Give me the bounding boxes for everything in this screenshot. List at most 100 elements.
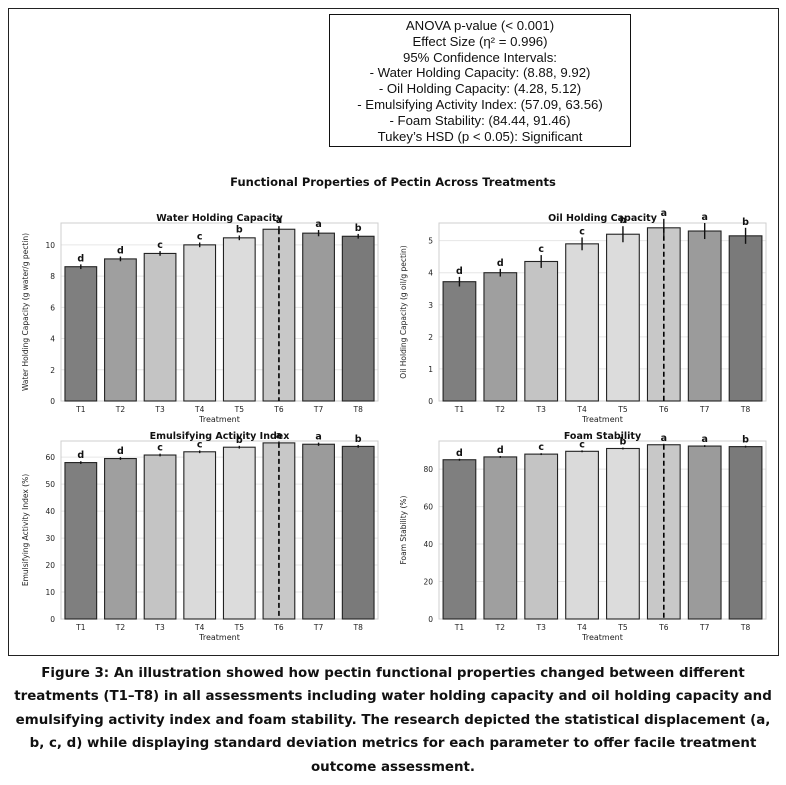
y-tick-label: 20 — [45, 561, 55, 570]
significance-letter: c — [579, 439, 585, 450]
x-tick-label: T7 — [313, 623, 324, 632]
y-tick-label: 0 — [428, 615, 433, 624]
significance-letter: b — [620, 215, 627, 226]
x-tick-label: T6 — [658, 623, 669, 632]
y-tick-label: 8 — [50, 272, 55, 281]
y-tick-label: 50 — [45, 480, 55, 489]
x-tick-label: T6 — [273, 405, 284, 414]
y-tick-label: 3 — [428, 301, 433, 310]
y-tick-label: 6 — [50, 303, 55, 312]
bar — [183, 244, 217, 402]
x-tick-label: T3 — [536, 623, 547, 632]
stats-line: - Water Holding Capacity: (8.88, 9.92) — [369, 65, 591, 81]
bar — [222, 446, 256, 620]
significance-letter: b — [355, 223, 362, 234]
x-tick-label: T7 — [699, 405, 710, 414]
bar — [483, 272, 518, 402]
bar — [302, 232, 335, 402]
y-tick-label: 30 — [45, 534, 55, 543]
panel-title: Oil Holding Capacity — [548, 213, 658, 224]
bar — [524, 260, 559, 402]
x-tick-label: T3 — [154, 405, 165, 414]
significance-letter: c — [157, 240, 163, 251]
significance-letter: b — [620, 437, 627, 448]
bar — [687, 445, 722, 620]
significance-letter: a — [276, 215, 282, 226]
significance-letter: c — [157, 443, 163, 454]
bar — [104, 258, 137, 402]
bar — [104, 457, 137, 620]
x-tick-label: T6 — [273, 623, 284, 632]
y-tick-label: 4 — [428, 269, 433, 278]
significance-letter: b — [236, 224, 243, 235]
bar — [442, 281, 477, 402]
bar — [143, 252, 177, 402]
significance-letter: d — [117, 246, 124, 257]
y-tick-label: 60 — [423, 503, 433, 512]
y-tick-label: 4 — [50, 335, 55, 344]
x-tick-label: T2 — [495, 623, 506, 632]
statistics-box: ANOVA p-value (< 0.001) Effect Size (η² … — [329, 14, 631, 147]
x-tick-label: T8 — [740, 623, 751, 632]
x-tick-label: T1 — [454, 623, 465, 632]
bar — [565, 243, 599, 402]
stats-line: - Oil Holding Capacity: (4.28, 5.12) — [378, 81, 582, 97]
x-tick-label: T8 — [740, 405, 751, 414]
bar — [687, 230, 722, 402]
bar — [524, 453, 559, 620]
bar — [64, 462, 98, 620]
x-tick-label: T2 — [115, 405, 126, 414]
bar — [606, 233, 640, 402]
stats-line: - Foam Stability: (84.44, 91.46) — [389, 112, 571, 128]
significance-letter: b — [355, 434, 362, 445]
y-tick-label: 60 — [45, 453, 55, 462]
y-tick-label: 40 — [45, 507, 55, 516]
y-tick-label: 2 — [428, 333, 433, 342]
significance-letter: a — [315, 219, 321, 230]
significance-letter: a — [276, 431, 282, 442]
x-axis-label: Treatment — [198, 633, 240, 642]
x-tick-label: T5 — [617, 623, 628, 632]
x-tick-label: T6 — [658, 405, 669, 414]
stats-line: Effect Size (η² = 0.996) — [412, 33, 548, 49]
x-tick-label: T1 — [75, 623, 86, 632]
x-tick-label: T8 — [353, 623, 364, 632]
significance-letter: d — [497, 445, 504, 456]
significance-letter: a — [661, 433, 667, 444]
y-axis-label: Water Holding Capacity (g water/g pectin… — [21, 233, 30, 391]
x-tick-label: T5 — [234, 405, 245, 414]
bar — [606, 447, 640, 620]
stats-line: ANOVA p-value (< 0.001) — [405, 18, 555, 33]
y-tick-label: 5 — [428, 237, 433, 246]
significance-letter: a — [661, 208, 667, 219]
x-tick-label: T3 — [536, 405, 547, 414]
plot-frame — [438, 222, 767, 402]
x-axis-label: Treatment — [581, 633, 623, 642]
y-tick-label: 40 — [423, 540, 433, 549]
bar — [64, 266, 98, 402]
bar — [341, 235, 375, 402]
significance-letter: c — [197, 232, 203, 243]
panel-title: Foam Stability — [564, 431, 642, 442]
bar — [728, 446, 763, 620]
x-tick-label: T7 — [313, 405, 324, 414]
significance-letter: d — [456, 448, 463, 459]
bar — [302, 443, 335, 620]
bar — [341, 445, 375, 620]
x-tick-label: T3 — [154, 623, 165, 632]
y-tick-label: 2 — [50, 366, 55, 375]
x-tick-label: T4 — [194, 405, 205, 414]
y-axis-label: Foam Stability (%) — [399, 495, 408, 564]
figure-frame — [8, 8, 779, 656]
significance-letter: d — [497, 258, 504, 269]
significance-letter: b — [236, 435, 243, 446]
x-tick-label: T4 — [194, 623, 205, 632]
x-tick-label: T1 — [454, 405, 465, 414]
significance-letter: b — [742, 435, 749, 446]
y-tick-label: 1 — [428, 365, 433, 374]
x-tick-label: T1 — [75, 405, 86, 414]
significance-letter: d — [77, 450, 84, 461]
plot-frame — [60, 222, 379, 402]
x-tick-label: T5 — [234, 623, 245, 632]
bar — [483, 456, 518, 620]
